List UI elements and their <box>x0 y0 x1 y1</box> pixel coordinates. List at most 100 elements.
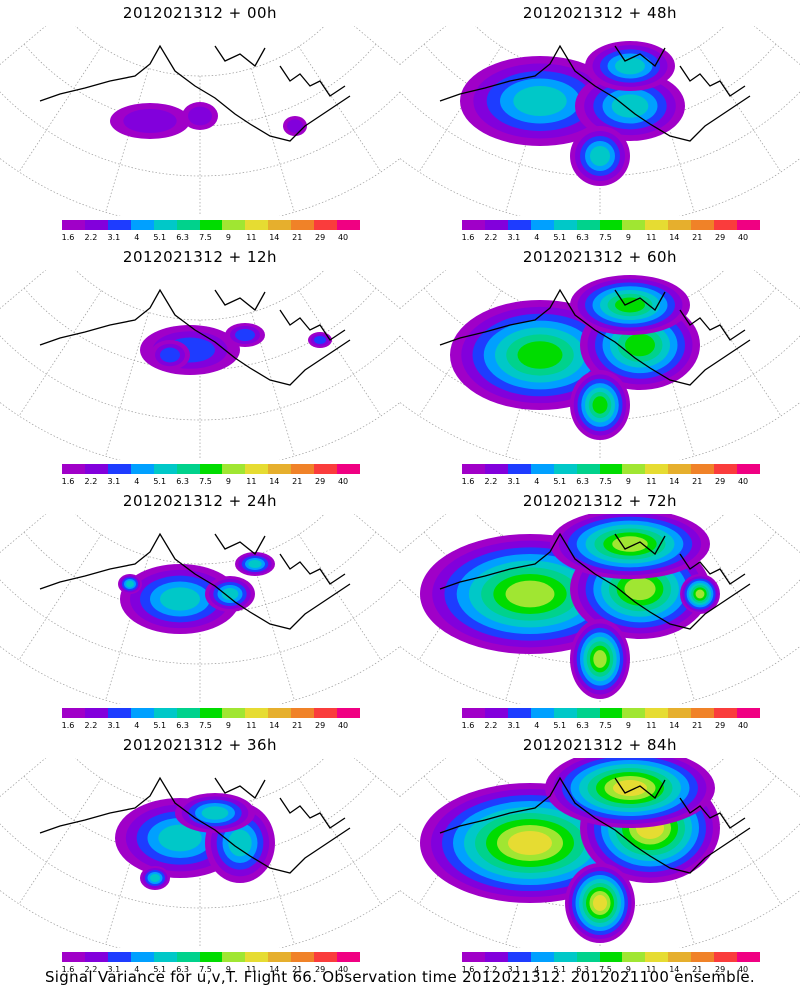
colorbar-tick-label: 4 <box>134 721 140 730</box>
meridian-gridline <box>0 514 47 553</box>
colorbar-tick-label: 2.2 <box>484 721 498 730</box>
colorbar-tick-label: 6.3 <box>176 721 189 730</box>
colorbar-tick-label: 3.1 <box>107 233 121 242</box>
colorbar-tick-label: 3.1 <box>507 721 521 730</box>
colorbar-swatch <box>576 220 600 230</box>
colorbar-swatch <box>199 464 223 474</box>
meridian-gridline <box>298 534 382 661</box>
colorbar-swatch <box>507 220 531 230</box>
colorbar-swatch <box>691 464 715 474</box>
colorbar-swatch <box>599 464 623 474</box>
colorbar-tick-label: 40 <box>337 721 349 730</box>
colorbar-swatch <box>130 220 154 230</box>
colorbar-swatch <box>222 464 246 474</box>
colorbar-labels: 1.6 2.2 3.1 4 5.1 6.3 7.5 9 11 14 21 29 40 <box>452 721 762 731</box>
colorbar-tick-label: 29 <box>315 965 326 974</box>
colorbar-tick-label: 29 <box>715 721 726 730</box>
meridian-gridline <box>400 26 447 65</box>
meridian-gridline <box>18 46 102 173</box>
variance-contour-fill <box>248 560 262 568</box>
colorbar-tick-label: 7.5 <box>199 477 212 486</box>
colorbar-swatch <box>576 464 600 474</box>
panel-title: 2012021312 + 60h <box>522 248 678 266</box>
variance-contour-fill <box>221 588 239 600</box>
colorbar-tick-label: 21 <box>692 721 703 730</box>
colorbar-swatch <box>645 952 669 962</box>
colorbar-tick-label: 21 <box>292 721 303 730</box>
colorbar-swatch <box>553 708 577 718</box>
coastline <box>439 44 751 142</box>
colorbar-swatch <box>314 464 338 474</box>
colorbar-tick-label: 14 <box>269 965 280 974</box>
colorbar-labels: 1.6 2.2 3.1 4 5.1 6.3 7.5 9 11 14 21 29 40 <box>452 965 762 975</box>
colorbar-swatch <box>337 464 360 474</box>
colorbar-tick-label: 4 <box>134 233 140 242</box>
colorbar-swatch <box>153 952 177 962</box>
figure-caption: Signal Variance for u,v,T. Flight 66. Ob… <box>44 968 756 986</box>
colorbar-swatch <box>62 220 85 230</box>
colorbar-tick-label: 40 <box>337 965 349 974</box>
colorbar-tick-label: 4 <box>534 721 540 730</box>
colorbar-swatch <box>507 708 531 718</box>
forecast-panel: 2012021312 + 24h 1.6 2.2 3.1 4 5.1 6.3 7.5 9 11 14… <box>0 488 400 732</box>
colorbar <box>462 952 760 962</box>
meridian-gridline <box>353 514 400 553</box>
colorbar-swatch <box>668 220 692 230</box>
colorbar-swatch <box>222 220 246 230</box>
colorbar-swatch <box>599 952 623 962</box>
colorbar-swatch <box>84 952 108 962</box>
variance-contour-fill <box>624 577 656 601</box>
meridian-gridline <box>353 26 400 65</box>
colorbar-swatch <box>153 220 177 230</box>
colorbar-tick-label: 3.1 <box>107 477 121 486</box>
colorbar-tick-label: 7.5 <box>199 721 212 730</box>
colorbar-labels: 1.6 2.2 3.1 4 5.1 6.3 7.5 9 11 14 21 29 40 <box>452 233 762 243</box>
meridian-gridline <box>698 290 782 417</box>
meridian-gridline <box>400 514 447 553</box>
colorbar-swatch <box>268 708 292 718</box>
colorbar-swatch <box>268 220 292 230</box>
colorbar-swatch <box>530 708 554 718</box>
coastline <box>39 288 351 386</box>
variance-contour-fill <box>517 341 563 369</box>
colorbar-tick-label: 2.2 <box>84 965 98 974</box>
colorbar-swatch <box>291 464 315 474</box>
meridian-gridline <box>400 270 447 309</box>
colorbar-tick-label: 11 <box>246 233 257 242</box>
colorbar-tick-label: 6.3 <box>176 965 189 974</box>
meridian-gridline <box>698 778 782 905</box>
colorbar-swatch <box>130 952 154 962</box>
colorbar-swatch <box>199 220 223 230</box>
variance-contour-fill <box>235 329 255 341</box>
meridian-gridline <box>698 534 782 661</box>
colorbar-labels: 1.6 2.2 3.1 4 5.1 6.3 7.5 9 11 14 21 29 40 <box>52 721 362 731</box>
colorbar-tick-label: 11 <box>646 233 657 242</box>
colorbar-tick-label: 5.1 <box>153 477 167 486</box>
colorbar-tick-label: 21 <box>292 965 303 974</box>
colorbar-tick-label: 4 <box>534 233 540 242</box>
colorbar-swatch <box>484 220 508 230</box>
colorbar-tick-label: 40 <box>737 965 749 974</box>
colorbar-tick-label: 14 <box>269 721 280 730</box>
polar-stereographic-map <box>0 26 400 216</box>
colorbar-swatch <box>484 464 508 474</box>
colorbar-swatch <box>462 464 485 474</box>
colorbar-swatch <box>507 464 531 474</box>
colorbar-tick-label: 2.2 <box>84 721 98 730</box>
colorbar-swatch <box>268 464 292 474</box>
polar-stereographic-map <box>0 270 400 460</box>
colorbar-tick-label: 40 <box>737 721 749 730</box>
colorbar <box>462 708 760 718</box>
colorbar-swatch <box>737 464 760 474</box>
colorbar-swatch <box>530 464 554 474</box>
colorbar-tick-label: 40 <box>337 233 349 242</box>
meridian-gridline <box>753 514 800 553</box>
polar-stereographic-map <box>400 270 800 460</box>
colorbar-swatch <box>337 952 360 962</box>
colorbar-swatch <box>622 464 646 474</box>
colorbar-swatch <box>668 708 692 718</box>
meridian-gridline <box>753 270 800 309</box>
variance-contour-fill <box>126 580 134 588</box>
coastline <box>39 44 351 142</box>
variance-contour-fill <box>613 780 647 796</box>
